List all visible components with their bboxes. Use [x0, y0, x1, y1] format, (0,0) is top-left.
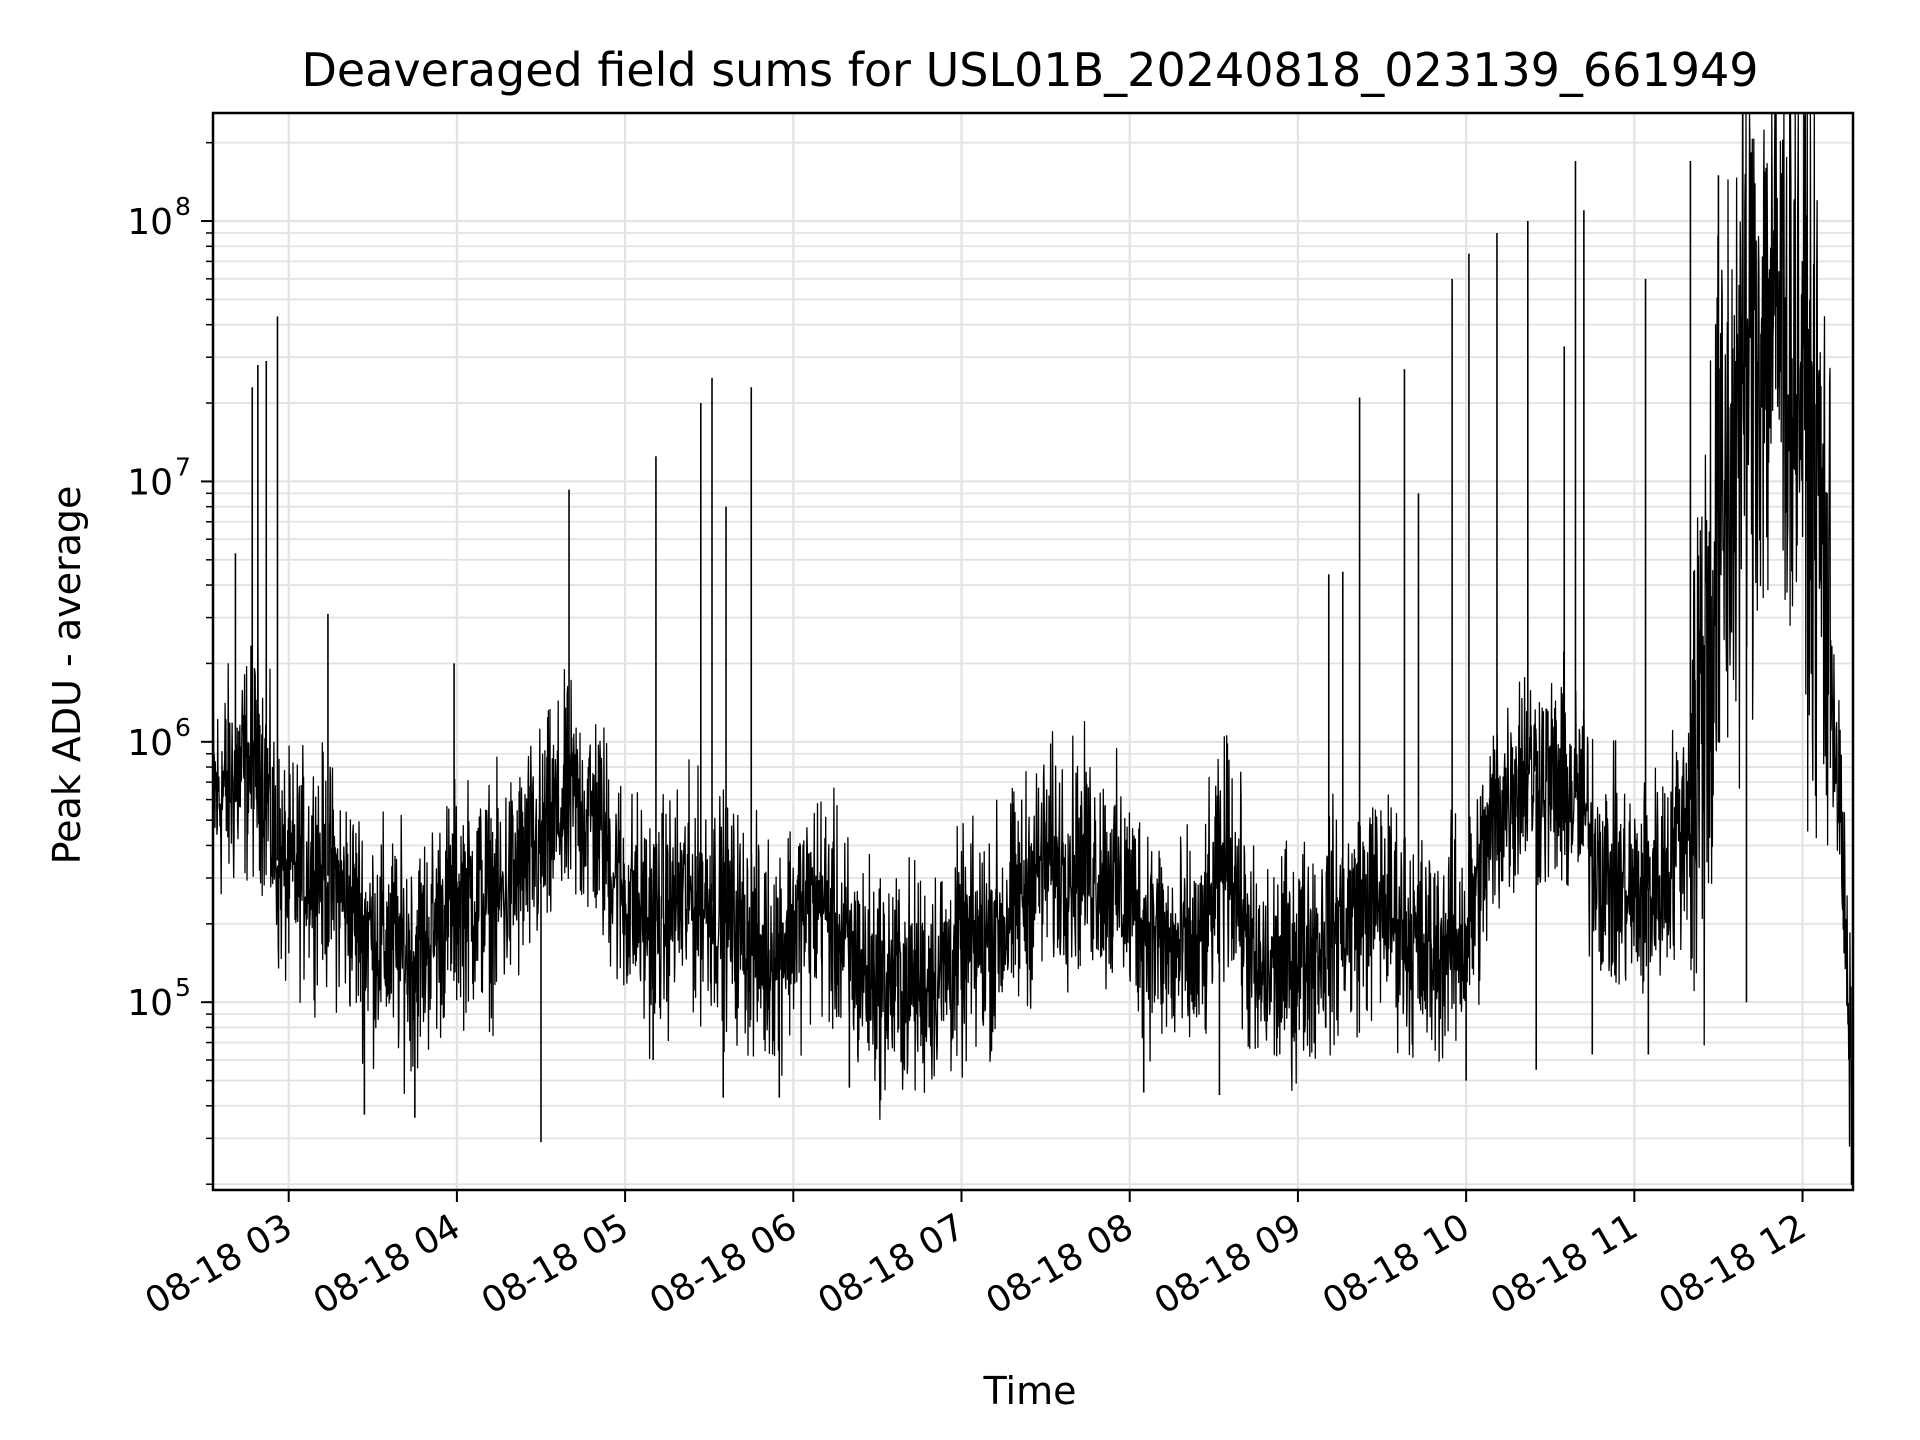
axes-frame [211, 111, 1855, 1192]
series-line [212, 112, 1854, 1191]
y-tick-label: 10 [127, 983, 173, 1024]
y-tick-exponent: 8 [175, 192, 191, 221]
x-axis-label: Time [983, 1369, 1077, 1413]
y-tick-exponent: 7 [175, 452, 191, 481]
series-trace [212, 112, 1854, 1191]
y-tick-label: 10 [127, 723, 173, 764]
chart-title: Deaveraged field sums for USL01B_2024081… [301, 43, 1758, 97]
y-tick-label: 10 [127, 202, 173, 243]
y-axis-label: Peak ADU - average [45, 486, 89, 865]
y-tick-exponent: 5 [175, 973, 191, 1002]
y-tick-label: 10 [127, 462, 173, 503]
y-tick-exponent: 6 [175, 713, 191, 742]
